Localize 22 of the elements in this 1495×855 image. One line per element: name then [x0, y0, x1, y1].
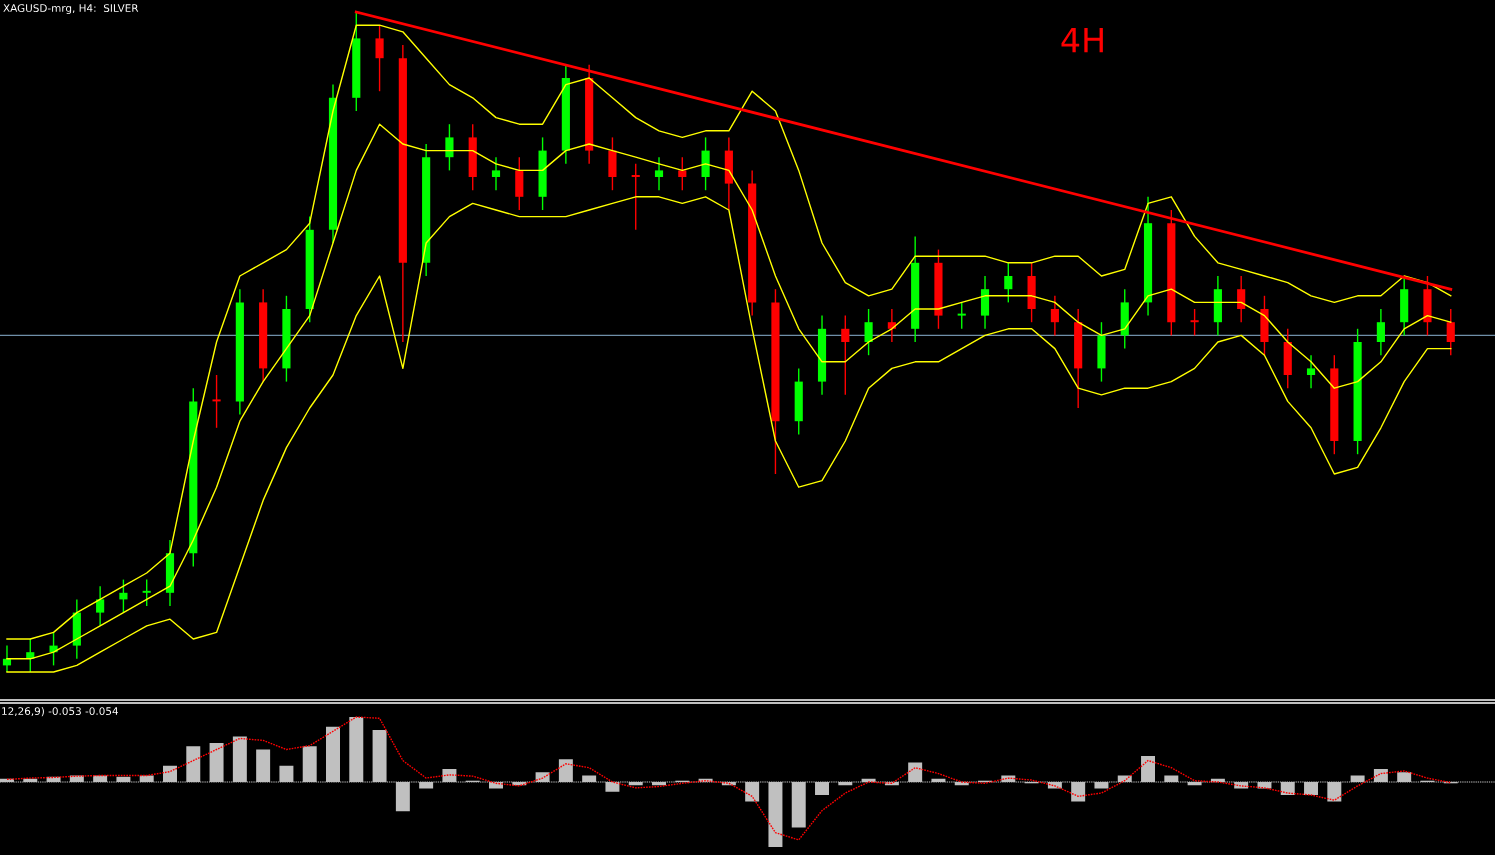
chart-title: XAGUSD-mrg, H4: SILVER [3, 4, 139, 15]
candlestick [1376, 308, 1385, 356]
chart-title: 12,26,9) -0.053 -0.054 [2, 706, 119, 717]
candlestick [1050, 295, 1059, 337]
candlestick [1306, 354, 1316, 389]
candlestick [957, 301, 966, 330]
candlestick [841, 314, 850, 396]
candlestick [631, 163, 640, 231]
candlestick [1446, 308, 1455, 356]
candlestick [1190, 308, 1199, 337]
candlestick [864, 308, 873, 356]
candlestick [96, 585, 105, 627]
candlestick [1237, 275, 1246, 323]
candlestick [445, 123, 454, 172]
candlestick [142, 578, 151, 607]
candlestick [491, 156, 501, 191]
candlestick [212, 374, 221, 429]
candlestick [1004, 262, 1013, 304]
candlestick [654, 156, 664, 191]
annotation: 4H [1061, 27, 1103, 53]
candlestick [375, 24, 384, 92]
candlestick [678, 156, 687, 191]
